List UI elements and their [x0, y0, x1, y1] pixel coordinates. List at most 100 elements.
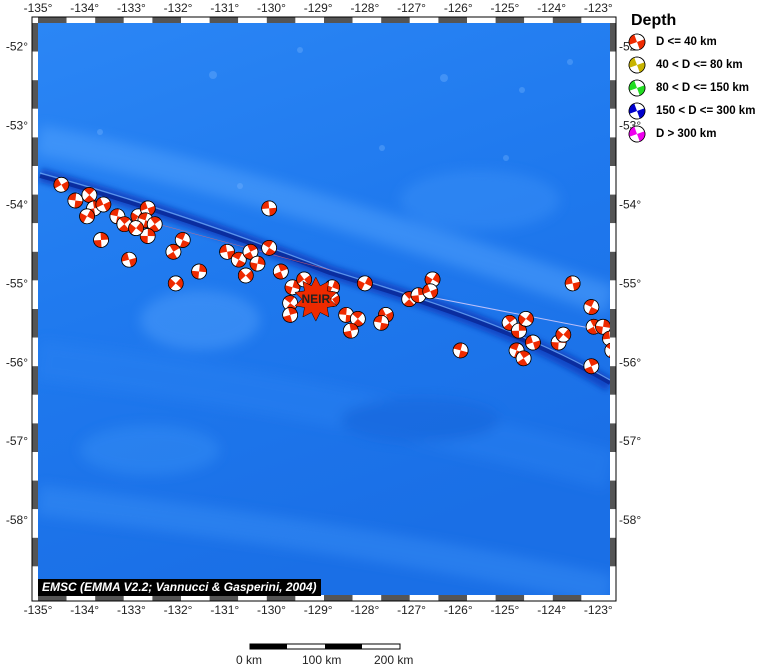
focal-mechanism — [237, 267, 254, 284]
focal-mechanism — [564, 275, 581, 292]
focal-mechanism — [128, 220, 144, 236]
lon-label: -127° — [397, 603, 426, 617]
ocean-bathymetry: NEIR — [38, 23, 610, 595]
focal-mechanism — [296, 271, 313, 288]
lat-label: -54° — [619, 197, 641, 211]
lat-label: -57° — [6, 434, 28, 448]
lat-label: -52° — [6, 40, 28, 54]
lat-label: -55° — [6, 276, 28, 290]
focal-mechanism — [53, 176, 70, 193]
focal-mechanism — [583, 299, 600, 315]
focal-mechanism — [628, 79, 646, 96]
focal-mechanism — [511, 322, 527, 339]
lat-label: -54° — [6, 197, 28, 211]
legend-label: 40 < D <= 80 km — [656, 58, 743, 71]
legend-title: Depth — [631, 12, 677, 29]
lon-label: -134° — [70, 1, 99, 15]
lon-label: -128° — [350, 603, 379, 617]
lat-label: -56° — [6, 355, 28, 369]
scale-bar-graphic — [249, 643, 401, 650]
lon-label: -127° — [397, 1, 426, 15]
focal-mechanism — [604, 342, 610, 359]
focal-mechanism — [191, 263, 207, 280]
focal-mechanism — [242, 243, 259, 260]
focal-mechanism — [79, 208, 95, 225]
legend-label: D > 300 km — [656, 127, 717, 140]
lon-label: -126° — [444, 603, 473, 617]
legend-item: 40 < D <= 80 km — [628, 53, 764, 76]
legend-item: 150 < D <= 300 km — [628, 99, 764, 122]
scale-label-200: 200 km — [374, 653, 414, 667]
scale-label-100: 100 km — [302, 653, 342, 667]
lon-label: -128° — [350, 1, 379, 15]
lon-label: -133° — [117, 603, 146, 617]
longitude-labels-top: -135° -134° -133° -132° -131° -130° -129° -128°… — [24, 1, 613, 15]
focal-mechanism — [116, 216, 133, 233]
lon-label: -123° — [584, 603, 613, 617]
focal-mechanism — [595, 318, 610, 335]
lat-label: -56° — [619, 355, 641, 369]
lon-label: -130° — [257, 1, 286, 15]
focal-mechanism — [249, 255, 266, 272]
focal-mechanism — [261, 200, 277, 217]
focal-mechanism — [338, 307, 355, 323]
lat-label: -58° — [6, 513, 28, 527]
focal-mechanism — [555, 326, 572, 343]
lat-label: -58° — [619, 513, 641, 527]
legend-beachball-icon — [628, 102, 646, 119]
lon-label: -131° — [210, 1, 239, 15]
legend-items: D <= 40 km 40 < D <= 80 km 80 < D <= 150 k… — [628, 30, 764, 145]
focal-mechanism — [357, 275, 373, 292]
lon-label: -135° — [24, 1, 53, 15]
main-event-label: NEIR — [301, 292, 330, 306]
focal-mechanism — [628, 125, 646, 142]
lat-label: -57° — [619, 434, 641, 448]
longitude-labels-bottom: -135° -134° -133° -132° -131° -130° -129° -128°… — [24, 603, 613, 617]
lat-label: -53° — [6, 119, 28, 133]
focal-mechanism — [628, 56, 646, 73]
focal-mechanism — [121, 251, 137, 268]
lat-label: -55° — [619, 276, 641, 290]
lon-label: -130° — [257, 603, 286, 617]
lon-label: -129° — [304, 1, 333, 15]
legend-beachball-icon — [628, 33, 646, 50]
legend-item: D <= 40 km — [628, 30, 764, 53]
focal-mechanism — [230, 251, 247, 268]
lon-label: -134° — [70, 603, 99, 617]
focal-mechanism — [219, 243, 235, 260]
lon-label: -135° — [24, 603, 53, 617]
lon-label: -131° — [210, 603, 239, 617]
focal-mechanism — [167, 275, 184, 292]
lon-label: -125° — [491, 1, 520, 15]
legend-label: 80 < D <= 150 km — [656, 81, 750, 94]
latitude-labels-left: -52° -53° -54° -55° -56° -57° -58° — [6, 40, 28, 527]
lon-label: -133° — [117, 1, 146, 15]
focal-mechanism — [525, 334, 541, 351]
focal-mechanism — [515, 350, 532, 367]
legend-label: D <= 40 km — [656, 35, 717, 48]
main-event-marker: NEIR — [294, 276, 338, 322]
focal-mechanism — [583, 358, 600, 375]
lon-label: -132° — [164, 603, 193, 617]
focal-mechanism — [628, 33, 646, 50]
focal-mechanism — [282, 307, 298, 323]
legend-label: 150 < D <= 300 km — [656, 104, 756, 117]
focal-mechanism — [165, 243, 182, 260]
lon-label: -129° — [304, 603, 333, 617]
focal-mechanism — [272, 263, 289, 280]
focal-mechanism — [146, 216, 163, 233]
focal-mechanism — [628, 102, 646, 119]
focal-mechanism — [284, 279, 301, 296]
legend-item: D > 300 km — [628, 122, 764, 145]
legend-beachball-icon — [628, 56, 646, 73]
focal-mechanism — [174, 232, 191, 248]
focal-mechanism — [602, 330, 610, 347]
lon-label: -124° — [537, 1, 566, 15]
lon-label: -125° — [491, 603, 520, 617]
focal-mechanisms — [53, 176, 610, 375]
lon-label: -124° — [537, 603, 566, 617]
legend-item: 80 < D <= 150 km — [628, 76, 764, 99]
focal-mechanism — [452, 342, 469, 359]
focal-mechanism — [422, 283, 439, 300]
